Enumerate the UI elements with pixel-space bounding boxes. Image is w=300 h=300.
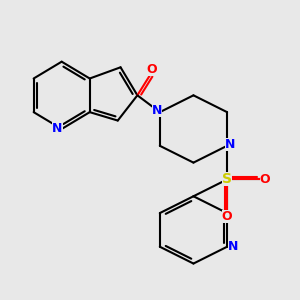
Text: O: O <box>260 173 270 186</box>
Text: N: N <box>225 138 235 151</box>
Text: N: N <box>152 104 162 117</box>
Text: N: N <box>227 240 238 253</box>
Text: N: N <box>52 122 63 136</box>
Text: O: O <box>146 63 157 76</box>
Text: S: S <box>222 172 232 186</box>
Text: O: O <box>222 210 232 223</box>
